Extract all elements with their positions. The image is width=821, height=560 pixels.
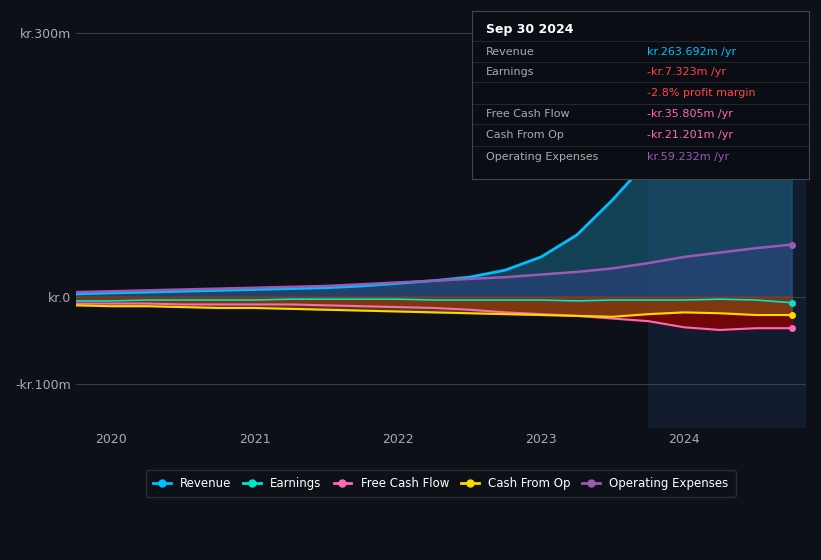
Text: Revenue: Revenue: [485, 46, 534, 57]
Bar: [649, 15, 806, 428]
Text: kr.59.232m /yr: kr.59.232m /yr: [647, 152, 729, 161]
Text: -2.8% profit margin: -2.8% profit margin: [647, 88, 756, 97]
Text: Cash From Op: Cash From Op: [485, 130, 563, 139]
Text: -kr.21.201m /yr: -kr.21.201m /yr: [647, 130, 733, 139]
Text: -kr.7.323m /yr: -kr.7.323m /yr: [647, 67, 726, 77]
Text: kr.263.692m /yr: kr.263.692m /yr: [647, 46, 736, 57]
Text: -kr.35.805m /yr: -kr.35.805m /yr: [647, 109, 733, 119]
Text: Free Cash Flow: Free Cash Flow: [485, 109, 569, 119]
Text: Operating Expenses: Operating Expenses: [485, 152, 598, 161]
Text: Sep 30 2024: Sep 30 2024: [485, 23, 573, 36]
Text: Earnings: Earnings: [485, 67, 534, 77]
Legend: Revenue, Earnings, Free Cash Flow, Cash From Op, Operating Expenses: Revenue, Earnings, Free Cash Flow, Cash …: [146, 470, 736, 497]
